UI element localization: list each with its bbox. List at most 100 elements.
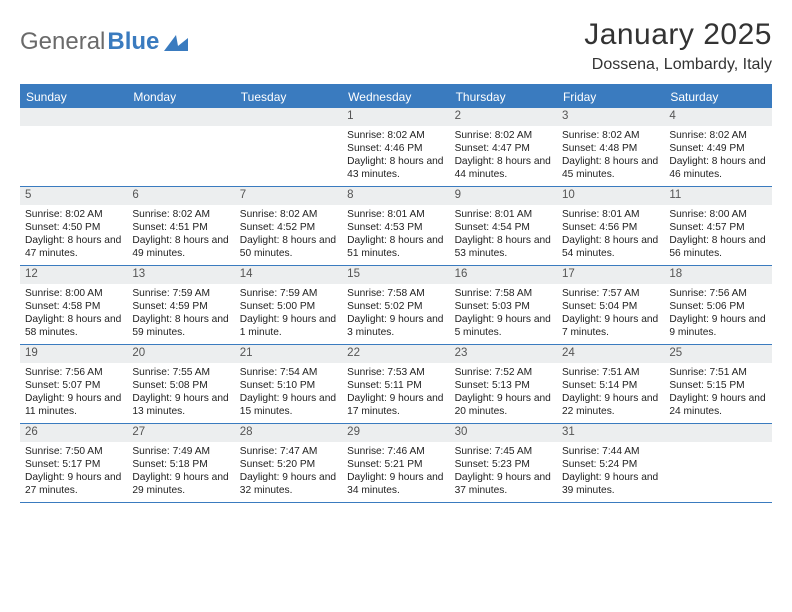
sunrise-text: Sunrise: 7:45 AM (455, 445, 552, 458)
daylight-text: Daylight: 8 hours and 47 minutes. (25, 234, 122, 260)
sunrise-text: Sunrise: 7:44 AM (562, 445, 659, 458)
day-info-cell: Sunrise: 7:51 AMSunset: 5:15 PMDaylight:… (664, 363, 771, 423)
day-info-cell: Sunrise: 7:56 AMSunset: 5:06 PMDaylight:… (664, 284, 771, 344)
daylight-text: Daylight: 9 hours and 15 minutes. (240, 392, 337, 418)
day-info-cell: Sunrise: 8:02 AMSunset: 4:51 PMDaylight:… (127, 205, 234, 265)
day-number-cell: 13 (127, 266, 234, 284)
day-info-cell: Sunrise: 8:02 AMSunset: 4:49 PMDaylight:… (664, 126, 771, 186)
sunrise-text: Sunrise: 8:02 AM (132, 208, 229, 221)
daylight-text: Daylight: 8 hours and 43 minutes. (347, 155, 444, 181)
day-number-cell: 23 (450, 345, 557, 363)
daylight-text: Daylight: 8 hours and 58 minutes. (25, 313, 122, 339)
location: Dossena, Lombardy, Italy (584, 56, 772, 74)
info-row: Sunrise: 8:00 AMSunset: 4:58 PMDaylight:… (20, 284, 772, 344)
day-info-cell: Sunrise: 8:00 AMSunset: 4:58 PMDaylight:… (20, 284, 127, 344)
day-number-cell: 11 (664, 187, 771, 205)
day-info-cell: Sunrise: 8:00 AMSunset: 4:57 PMDaylight:… (664, 205, 771, 265)
sunset-text: Sunset: 4:50 PM (25, 221, 122, 234)
logo-text-1: General (20, 28, 105, 56)
day-number-cell: 1 (342, 108, 449, 126)
day-number-cell: 27 (127, 424, 234, 442)
sunrise-text: Sunrise: 8:02 AM (347, 129, 444, 142)
day-number-cell: 4 (664, 108, 771, 126)
day-number-cell: 17 (557, 266, 664, 284)
sunset-text: Sunset: 5:23 PM (455, 458, 552, 471)
daynum-row: 19202122232425 (20, 345, 772, 363)
day-number-cell: 3 (557, 108, 664, 126)
sunset-text: Sunset: 4:51 PM (132, 221, 229, 234)
sunrise-text: Sunrise: 8:02 AM (25, 208, 122, 221)
sunset-text: Sunset: 4:59 PM (132, 300, 229, 313)
daylight-text: Daylight: 8 hours and 59 minutes. (132, 313, 229, 339)
sunrise-text: Sunrise: 7:59 AM (132, 287, 229, 300)
sunset-text: Sunset: 5:15 PM (669, 379, 766, 392)
day-info-cell: Sunrise: 8:02 AMSunset: 4:50 PMDaylight:… (20, 205, 127, 265)
calendar-page: GeneralBlue January 2025 Dossena, Lombar… (0, 0, 792, 503)
sunrise-text: Sunrise: 7:59 AM (240, 287, 337, 300)
logo-icon (163, 32, 189, 52)
sunrise-text: Sunrise: 8:02 AM (669, 129, 766, 142)
sunset-text: Sunset: 4:46 PM (347, 142, 444, 155)
daylight-text: Daylight: 9 hours and 13 minutes. (132, 392, 229, 418)
logo-text-2: Blue (107, 28, 159, 56)
day-info-cell: Sunrise: 7:56 AMSunset: 5:07 PMDaylight:… (20, 363, 127, 423)
daylight-text: Daylight: 8 hours and 45 minutes. (562, 155, 659, 181)
daynum-row: 262728293031 (20, 424, 772, 442)
day-number-cell: 19 (20, 345, 127, 363)
sunrise-text: Sunrise: 7:49 AM (132, 445, 229, 458)
sunset-text: Sunset: 5:03 PM (455, 300, 552, 313)
day-info-cell: Sunrise: 7:49 AMSunset: 5:18 PMDaylight:… (127, 442, 234, 502)
day-number-cell: 24 (557, 345, 664, 363)
title-block: January 2025 Dossena, Lombardy, Italy (584, 18, 772, 74)
day-info-cell: Sunrise: 7:51 AMSunset: 5:14 PMDaylight:… (557, 363, 664, 423)
day-info-cell: Sunrise: 8:01 AMSunset: 4:53 PMDaylight:… (342, 205, 449, 265)
day-number-cell: 7 (235, 187, 342, 205)
day-number-cell: 30 (450, 424, 557, 442)
day-info-cell: Sunrise: 7:50 AMSunset: 5:17 PMDaylight:… (20, 442, 127, 502)
calendar-grid: SundayMondayTuesdayWednesdayThursdayFrid… (20, 84, 772, 503)
sunrise-text: Sunrise: 8:00 AM (25, 287, 122, 300)
sunset-text: Sunset: 5:07 PM (25, 379, 122, 392)
day-number-cell: 14 (235, 266, 342, 284)
day-number-cell: 2 (450, 108, 557, 126)
weekday-header: Saturday (664, 86, 771, 108)
day-number-cell (664, 424, 771, 442)
day-number-cell: 28 (235, 424, 342, 442)
day-info-cell (20, 126, 127, 186)
day-info-cell: Sunrise: 7:44 AMSunset: 5:24 PMDaylight:… (557, 442, 664, 502)
weekday-header-row: SundayMondayTuesdayWednesdayThursdayFrid… (20, 86, 772, 108)
calendar-week: 567891011Sunrise: 8:02 AMSunset: 4:50 PM… (20, 187, 772, 266)
day-number-cell: 29 (342, 424, 449, 442)
day-info-cell: Sunrise: 7:53 AMSunset: 5:11 PMDaylight:… (342, 363, 449, 423)
day-number-cell: 16 (450, 266, 557, 284)
daylight-text: Daylight: 8 hours and 53 minutes. (455, 234, 552, 260)
day-info-cell: Sunrise: 7:52 AMSunset: 5:13 PMDaylight:… (450, 363, 557, 423)
sunrise-text: Sunrise: 7:53 AM (347, 366, 444, 379)
weekday-header: Monday (127, 86, 234, 108)
sunset-text: Sunset: 5:02 PM (347, 300, 444, 313)
calendar-week: 19202122232425Sunrise: 7:56 AMSunset: 5:… (20, 345, 772, 424)
day-number-cell (127, 108, 234, 126)
day-number-cell (20, 108, 127, 126)
day-number-cell: 20 (127, 345, 234, 363)
day-info-cell: Sunrise: 7:59 AMSunset: 5:00 PMDaylight:… (235, 284, 342, 344)
day-number-cell (235, 108, 342, 126)
info-row: Sunrise: 7:50 AMSunset: 5:17 PMDaylight:… (20, 442, 772, 502)
weekday-header: Wednesday (342, 86, 449, 108)
weekday-header: Tuesday (235, 86, 342, 108)
sunset-text: Sunset: 4:56 PM (562, 221, 659, 234)
calendar-week: 262728293031Sunrise: 7:50 AMSunset: 5:17… (20, 424, 772, 503)
day-info-cell: Sunrise: 8:02 AMSunset: 4:47 PMDaylight:… (450, 126, 557, 186)
day-number-cell: 18 (664, 266, 771, 284)
sunrise-text: Sunrise: 7:58 AM (347, 287, 444, 300)
sunset-text: Sunset: 4:48 PM (562, 142, 659, 155)
sunset-text: Sunset: 4:58 PM (25, 300, 122, 313)
day-info-cell: Sunrise: 7:45 AMSunset: 5:23 PMDaylight:… (450, 442, 557, 502)
day-info-cell: Sunrise: 8:02 AMSunset: 4:48 PMDaylight:… (557, 126, 664, 186)
daylight-text: Daylight: 9 hours and 5 minutes. (455, 313, 552, 339)
sunset-text: Sunset: 5:18 PM (132, 458, 229, 471)
sunrise-text: Sunrise: 8:00 AM (669, 208, 766, 221)
day-number-cell: 8 (342, 187, 449, 205)
day-info-cell: Sunrise: 8:01 AMSunset: 4:56 PMDaylight:… (557, 205, 664, 265)
day-info-cell (664, 442, 771, 502)
